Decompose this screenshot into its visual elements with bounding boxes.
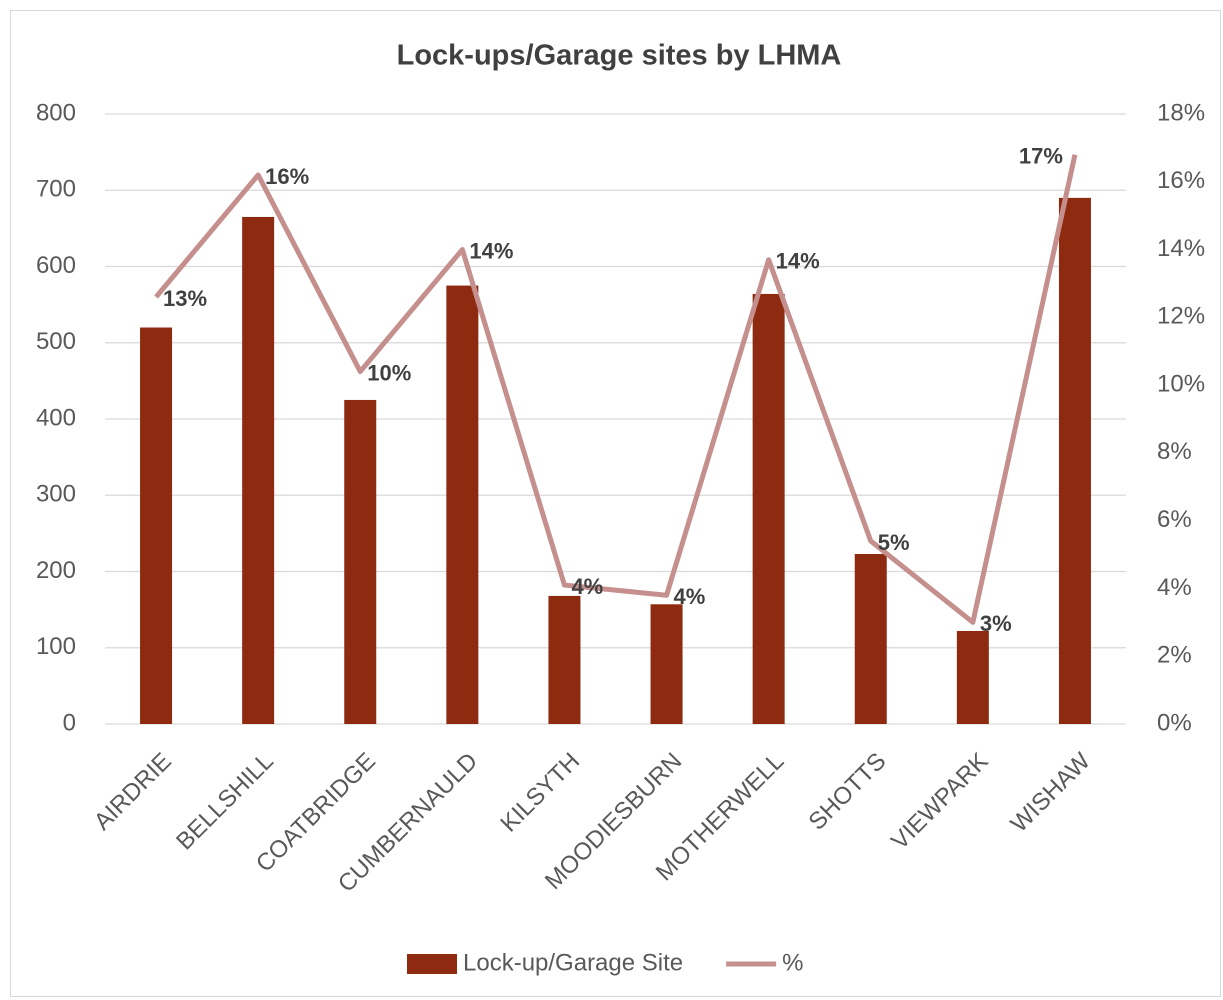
chart-title: Lock-ups/Garage sites by LHMA: [397, 40, 842, 72]
y2-tick-label: 6%: [1157, 506, 1192, 533]
y-tick-label: 600: [36, 252, 76, 279]
y-tick-label: 800: [36, 99, 76, 126]
bar: [752, 293, 785, 724]
data-label: 14%: [776, 249, 820, 274]
y2-tick-label: 18%: [1157, 99, 1205, 126]
bar: [1058, 197, 1091, 724]
legend-label: Lock-up/Garage Site: [463, 949, 683, 976]
bar: [446, 285, 479, 724]
y2-tick-label: 4%: [1157, 574, 1192, 601]
y-tick-label: 500: [36, 328, 76, 355]
y-tick-label: 0: [63, 709, 76, 736]
data-label: 4%: [674, 584, 706, 609]
y2-tick-label: 0%: [1157, 709, 1192, 736]
bar: [548, 595, 581, 724]
y-tick-label: 300: [36, 481, 76, 508]
y-tick-label: 100: [36, 633, 76, 660]
y2-tick-label: 2%: [1157, 642, 1192, 669]
chart-border: [10, 10, 1221, 997]
y2-tick-label: 12%: [1157, 303, 1205, 330]
bar: [854, 553, 887, 724]
data-label: 4%: [571, 574, 603, 599]
bar: [242, 216, 275, 724]
y-tick-label: 700: [36, 176, 76, 203]
bar: [956, 630, 989, 724]
line: [154, 154, 1078, 625]
y-tick-label: 200: [36, 557, 76, 584]
data-label: 14%: [469, 238, 513, 263]
bar: [650, 604, 683, 724]
y2-tick-label: 10%: [1157, 370, 1205, 397]
y2-tick-label: 8%: [1157, 438, 1192, 465]
data-label: 17%: [1019, 143, 1063, 168]
data-label: 5%: [878, 530, 910, 555]
y2-tick-label: 14%: [1157, 235, 1205, 262]
y-tick-label: 400: [36, 404, 76, 431]
data-label: 13%: [163, 286, 207, 311]
legend-swatch: [407, 954, 457, 974]
bar: [344, 399, 377, 724]
legend-label: %: [782, 949, 803, 976]
data-label: 10%: [367, 360, 411, 385]
y2-tick-label: 16%: [1157, 167, 1205, 194]
bar: [140, 327, 173, 724]
data-label: 3%: [980, 611, 1012, 636]
data-label: 16%: [265, 164, 309, 189]
